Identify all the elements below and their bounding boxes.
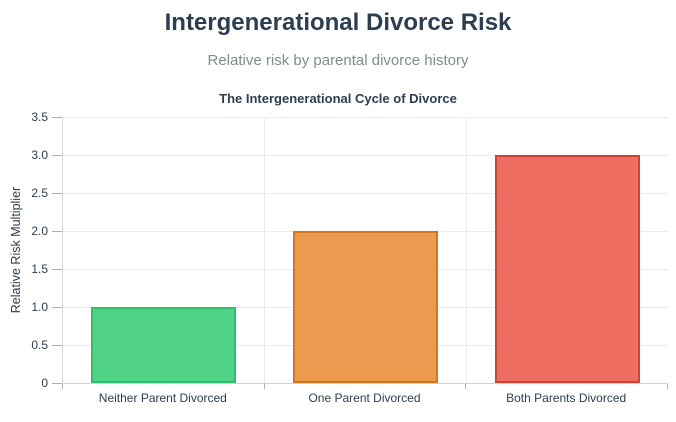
- y-gridline: [63, 116, 668, 118]
- y-tick-label: 1.5: [31, 262, 48, 276]
- y-tick-label: 0: [41, 376, 48, 390]
- bar-both-parents-divorced: [495, 155, 640, 383]
- plot-area: [62, 116, 668, 384]
- y-tick-mark: [52, 269, 62, 270]
- x-tick-mark: [62, 384, 63, 389]
- y-tick-label: 3.0: [31, 148, 48, 162]
- y-tick-mark: [52, 193, 62, 194]
- y-tick-label: 2.5: [31, 186, 48, 200]
- y-tick-mark: [52, 383, 62, 384]
- y-tick-mark: [52, 345, 62, 346]
- y-tick-label: 0.5: [31, 338, 48, 352]
- y-axis-title: Relative Risk Multiplier: [9, 186, 23, 314]
- x-category-label: Both Parents Divorced: [506, 391, 627, 405]
- x-category-label: Neither Parent Divorced: [98, 391, 227, 405]
- bar-one-parent-divorced: [293, 231, 438, 383]
- y-tick-label: 1.0: [31, 300, 48, 314]
- y-tick-mark: [52, 117, 62, 118]
- y-gridline: [63, 154, 668, 156]
- y-tick-label: 3.5: [31, 110, 48, 124]
- chart-title: The Intergenerational Cycle of Divorce: [219, 91, 457, 106]
- x-gridline: [264, 117, 266, 383]
- bar-neither-parent-divorced: [91, 307, 236, 383]
- x-tick-mark: [263, 384, 265, 389]
- y-tick-label: 2.0: [31, 224, 48, 238]
- x-tick-mark: [667, 384, 668, 389]
- y-tick-mark: [52, 155, 62, 156]
- y-gridline: [63, 192, 668, 194]
- x-gridline: [465, 117, 467, 383]
- x-tick-mark: [465, 384, 467, 389]
- x-category-label: One Parent Divorced: [308, 391, 421, 405]
- page-title: Intergenerational Divorce Risk: [164, 9, 512, 36]
- page-subtitle: Relative risk by parental divorce histor…: [207, 52, 469, 69]
- y-tick-mark: [52, 307, 62, 308]
- y-tick-mark: [52, 231, 62, 232]
